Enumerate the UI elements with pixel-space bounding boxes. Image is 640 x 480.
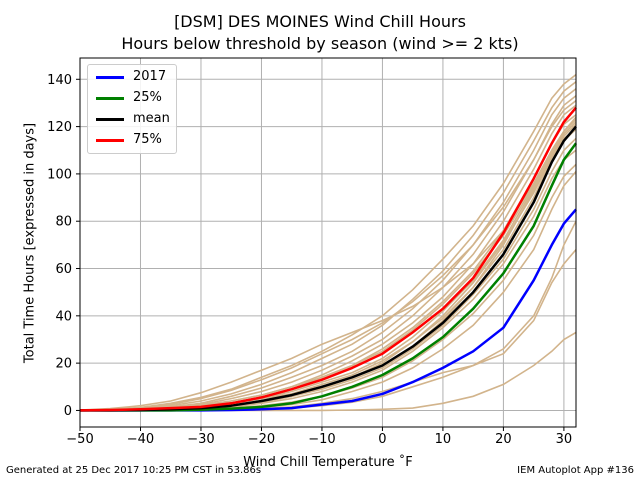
x-tick-label: −10: [308, 432, 335, 447]
x-tick-label: −40: [127, 432, 154, 447]
y-tick-label: 100: [47, 167, 72, 182]
legend-swatch-75pct: [96, 139, 124, 142]
legend-label-75pct: 75%: [133, 132, 162, 147]
series-line-75pct: [79, 106, 577, 412]
series-line-25pct: [80, 142, 578, 412]
footer-generated: Generated at 25 Dec 2017 10:25 PM CST in…: [6, 465, 262, 476]
x-tick-label: 10: [435, 432, 452, 447]
series-lines: [79, 106, 578, 412]
y-tick-label: 40: [55, 309, 72, 324]
chart-subtitle: Hours below threshold by season (wind >=…: [121, 34, 519, 53]
footer-app: IEM Autoplot App #136: [517, 465, 634, 476]
x-tick-label: 0: [378, 432, 386, 447]
x-tick-label: 30: [556, 432, 573, 447]
x-tick-label: −50: [66, 432, 93, 447]
season-line: [80, 163, 577, 412]
legend-label-25pct: 25%: [133, 90, 162, 105]
legend-label-mean: mean: [133, 111, 170, 126]
legend-swatch-25pct: [96, 97, 124, 100]
x-tick-label: 20: [495, 432, 512, 447]
y-tick-label: 140: [47, 73, 72, 88]
y-tick-label: 120: [47, 120, 72, 135]
y-tick-label: 80: [55, 215, 72, 230]
chart-title: [DSM] DES MOINES Wind Chill Hours: [174, 12, 466, 31]
x-axis-label: Wind Chill Temperature ˚F: [243, 455, 413, 470]
legend-label-2017: 2017: [133, 69, 167, 84]
x-tick-label: −30: [187, 432, 214, 447]
legend-swatch-mean: [96, 118, 124, 121]
season-line: [79, 99, 577, 412]
season-line: [79, 73, 577, 411]
legend-swatch-2017: [96, 76, 124, 79]
legend: 2017 25% mean 75%: [87, 64, 177, 154]
y-tick-label: 0: [64, 404, 72, 419]
x-tick-label: −20: [248, 432, 275, 447]
season-line: [79, 116, 577, 411]
season-line: [79, 81, 577, 412]
y-axis-label: Total Time Hours [expressed in days]: [22, 122, 38, 364]
plot-frame: [79, 57, 577, 428]
y-tick-label: 60: [55, 262, 72, 277]
season-line: [79, 114, 577, 412]
y-tick-label: 20: [55, 357, 72, 372]
axis-ticks: −50 −40 −30 −20 −10 0 10 20 30 0 20 40 60 80 100 120 140: [47, 73, 572, 447]
